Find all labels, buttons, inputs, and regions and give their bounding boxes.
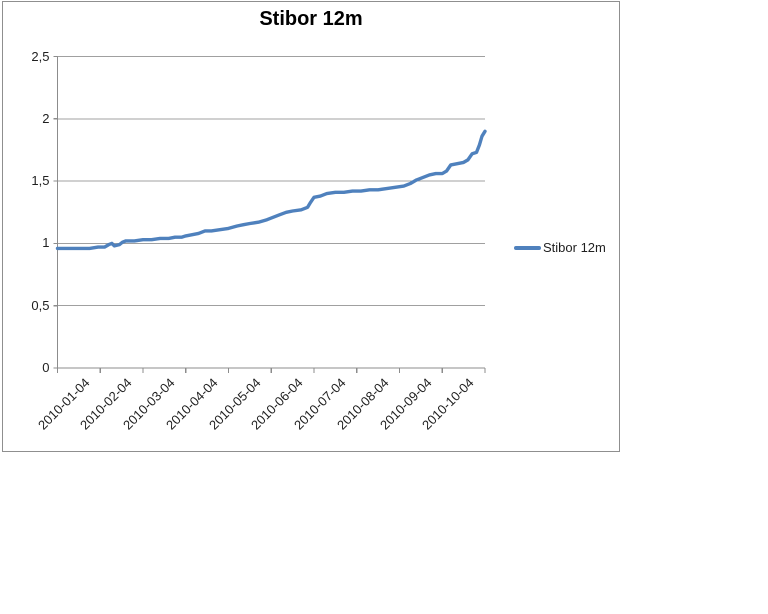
y-tick-label: 0,5: [31, 297, 50, 313]
chart-title[interactable]: Stibor 12m: [259, 8, 363, 30]
y-tick-label: 2,5: [31, 48, 50, 64]
y-tick-label: 1,5: [31, 173, 50, 189]
y-tick-label: 2: [42, 110, 50, 126]
y-tick-label: 1: [42, 235, 50, 251]
series-line-stibor-12m: [55, 129, 487, 251]
y-tick-label: 0: [42, 360, 50, 375]
legend-series-label: Stibor 12m: [543, 240, 606, 255]
chart-area[interactable]: Stibor 12m 2,5 2 1,5 1 0,5 0 2010-01-04 …: [2, 1, 620, 452]
plot-area[interactable]: [3, 2, 619, 451]
legend-line-swatch: [514, 245, 541, 250]
legend[interactable]: Stibor 12m: [514, 240, 606, 255]
